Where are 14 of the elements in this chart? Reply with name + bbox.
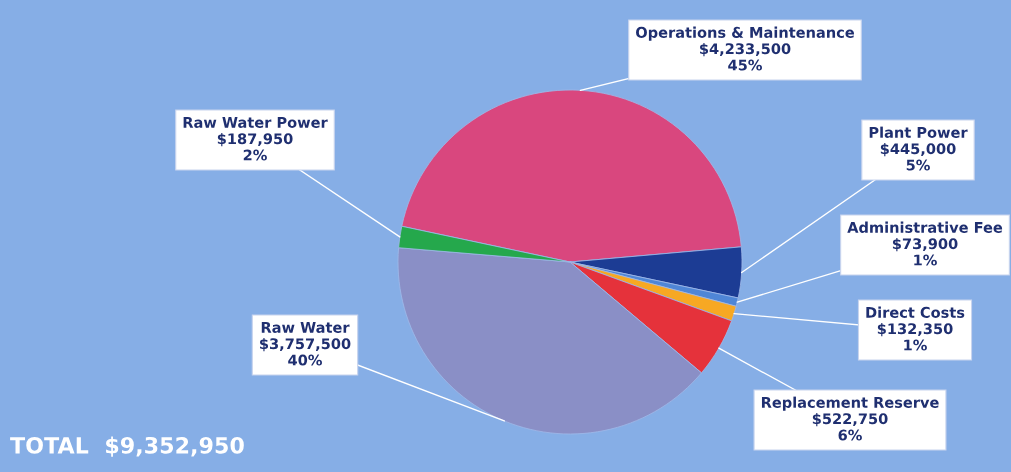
data-label: $3,757,500 40% [260,337,351,366]
data-label: $445,000 5% [880,142,956,171]
slice-label: Raw Water [261,322,350,333]
data-label: $132,350 1% [877,322,953,351]
slice-label: Administrative Fee [847,221,1003,233]
slice-label: Plant Power [869,126,968,138]
slice-label: Operations & Maintenance [636,26,854,41]
data-label: $73,900 1% [892,237,958,266]
slice-label: Replacement Reserve [761,396,939,411]
slice-label: Direct Costs [866,306,965,318]
data-label: $187,950 2% [217,132,293,161]
data-label: $522,750 6% [812,412,888,441]
text: TOTAL $9,352,950 [10,436,244,457]
slice-label: Raw Water Power [183,117,328,128]
